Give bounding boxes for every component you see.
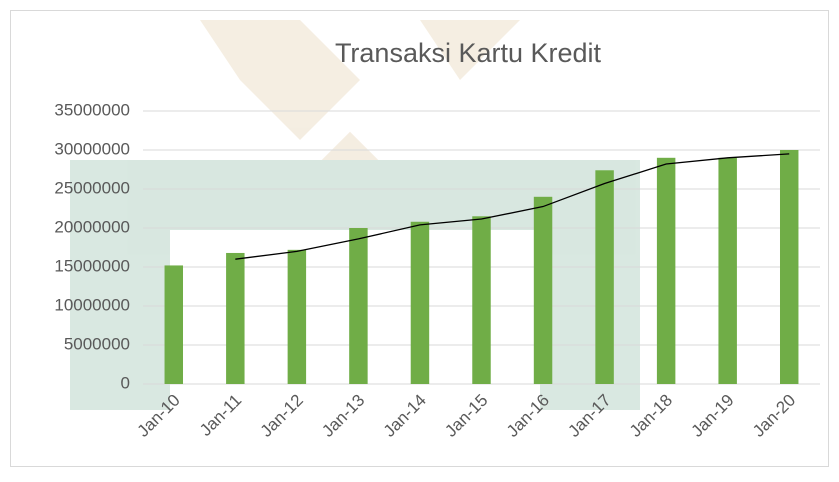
y-tick-label: 25000000 (54, 178, 130, 197)
chart: Transaksi Kartu Kredit 0 5000000 10000000 1… (0, 0, 839, 477)
bar (657, 158, 675, 384)
x-tick-label: Jan-13 (318, 391, 368, 441)
bar (780, 150, 798, 384)
bar (288, 250, 306, 384)
y-tick-label: 5000000 (64, 334, 130, 353)
bar (165, 265, 183, 384)
x-tick-label: Jan-19 (687, 391, 737, 441)
y-tick-label: 0 (121, 373, 130, 392)
page: {"chart_data": {"type": "bar", "title": … (0, 0, 839, 477)
x-tick-label: Jan-14 (380, 391, 430, 441)
y-tick-label: 30000000 (54, 139, 130, 158)
bar (411, 222, 429, 384)
bar (349, 228, 367, 384)
x-tick-label: Jan-12 (257, 391, 307, 441)
x-tick-label: Jan-11 (196, 391, 245, 440)
y-tick-label: 15000000 (54, 256, 130, 275)
x-tick-label: Jan-16 (503, 391, 553, 441)
bar (718, 158, 736, 384)
y-tick-label: 10000000 (54, 295, 130, 314)
bar (534, 197, 552, 384)
bar (595, 170, 613, 384)
y-tick-label: 20000000 (54, 217, 130, 236)
x-tick-label: Jan-15 (441, 391, 491, 441)
chart-title: Transaksi Kartu Kredit (335, 38, 602, 68)
bar (472, 216, 490, 384)
y-tick-label: 35000000 (54, 100, 130, 119)
bar (226, 253, 244, 384)
x-tick-label: Jan-20 (749, 391, 799, 441)
